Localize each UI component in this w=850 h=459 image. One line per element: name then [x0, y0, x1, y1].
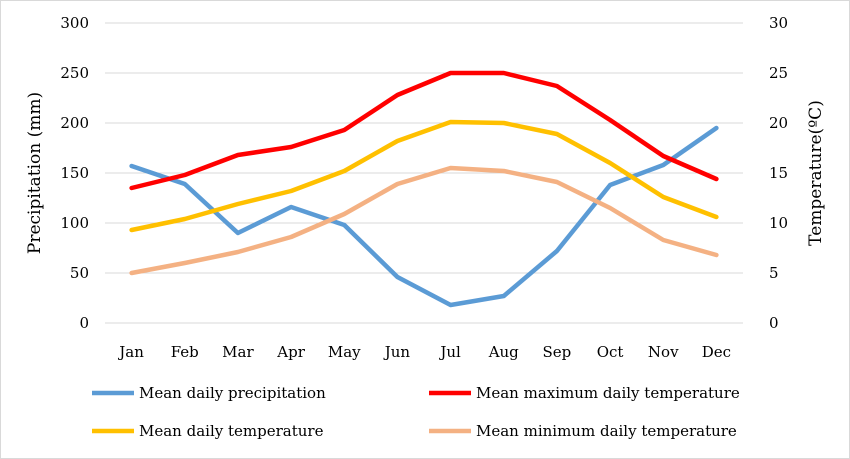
left-axis-tick-label: 100 [60, 214, 89, 232]
x-axis-tick-label: Aug [488, 343, 519, 361]
right-axis-tick-label: 5 [769, 264, 779, 282]
legend-label: Mean daily temperature [139, 422, 324, 440]
x-axis-ticks: Jan Feb Mar Apr May Jun Jul Aug Sep Oct Nov Dec [117, 343, 731, 361]
legend-label: Mean maximum daily temperature [476, 384, 740, 402]
legend-label: Mean minimum daily temperature [476, 422, 737, 440]
right-axis-tick-label: 30 [769, 14, 788, 32]
series-line [129, 165, 719, 276]
left-axis-tick-label: 200 [60, 114, 89, 132]
x-axis-tick-label: Nov [648, 343, 679, 361]
x-axis-tick-label: Jul [438, 343, 461, 361]
x-axis-tick-label: Sep [543, 343, 572, 361]
left-axis-tick-label: 50 [70, 264, 89, 282]
x-axis-tick-label: May [328, 343, 361, 361]
series-lines [129, 70, 719, 308]
series-line [129, 125, 719, 308]
left-axis-tick-label: 250 [60, 64, 89, 82]
gridlines [105, 22, 743, 324]
legend: Mean daily precipitation Mean maximum dai… [92, 384, 740, 440]
right-axis-tick-label: 20 [769, 114, 788, 132]
x-axis-tick-label: Dec [702, 343, 731, 361]
x-axis-tick-label: Jan [117, 343, 144, 361]
right-axis-title: Temperature(ºC) [806, 100, 826, 246]
right-axis-ticks: 0 5 10 15 20 25 30 [769, 14, 788, 332]
x-axis-tick-label: Feb [171, 343, 199, 361]
series-line [129, 119, 719, 233]
left-axis-tick-label: 150 [60, 164, 89, 182]
left-axis-title: Precipitation (mm) [25, 92, 45, 254]
right-axis-tick-label: 10 [769, 214, 788, 232]
right-axis-tick-label: 25 [769, 64, 788, 82]
legend-label: Mean daily precipitation [139, 384, 326, 402]
left-axis-ticks: 0 50 100 150 200 250 300 [60, 14, 89, 332]
x-axis-tick-label: Jun [383, 343, 411, 361]
x-axis-tick-label: Apr [276, 343, 305, 361]
series-line [129, 70, 719, 191]
right-axis-tick-label: 0 [769, 314, 779, 332]
right-axis-tick-label: 15 [769, 164, 788, 182]
x-axis-tick-label: Oct [597, 343, 624, 361]
left-axis-tick-label: 0 [79, 314, 89, 332]
left-axis-tick-label: 300 [60, 14, 89, 32]
x-axis-tick-label: Mar [222, 343, 254, 361]
